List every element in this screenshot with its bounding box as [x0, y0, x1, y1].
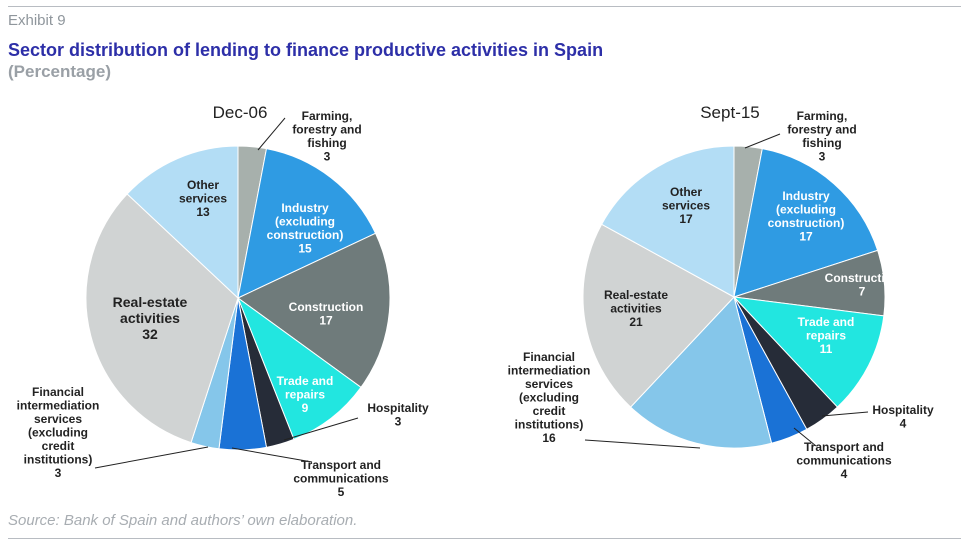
- slice-other-services: [601, 145, 735, 298]
- pie-chart-sept-15: Sept-15 Farming, forestry and fishing 3 Indus…: [508, 103, 934, 481]
- pie-title: Dec-06: [213, 103, 268, 122]
- chart-title: Sector distribution of lending to financ…: [8, 40, 604, 60]
- leader-line-hospitality: [283, 417, 359, 441]
- slice-construction: [237, 232, 391, 389]
- leader-line-transport-and-communications: [793, 427, 817, 447]
- label-financial-intermediation-services-excluding-credit-institutions: Financial intermediation services (excludin…: [17, 385, 100, 480]
- slice-real-estate-activities: [85, 193, 239, 444]
- label-transport-and-communications: Transport and communications 4: [796, 440, 892, 481]
- source-note: Source: Bank of Spain and authors’ own e…: [8, 512, 358, 529]
- slice-trade-and-repairs: [732, 296, 885, 408]
- label-industry-excluding-construction: Industry (excluding construction) 15: [267, 201, 344, 256]
- chart-subtitle: (Percentage): [8, 62, 111, 81]
- label-real-estate-activities: Real-estate activities 21: [604, 288, 668, 329]
- label-transport-and-communications: Transport and communications 5: [293, 458, 389, 499]
- label-real-estate-activities: Real-estate activities 32: [113, 294, 188, 342]
- label-hospitality: Hospitality 3: [367, 401, 429, 429]
- leader-line-farming-forestry-and-fishing: [744, 133, 781, 149]
- label-hospitality: Hospitality 4: [872, 403, 934, 431]
- label-trade-and-repairs: Trade and repairs 9: [277, 374, 334, 415]
- label-other-services: Other services 17: [662, 185, 710, 226]
- top-rule: [8, 6, 961, 7]
- label-trade-and-repairs: Trade and repairs 11: [798, 315, 855, 356]
- slice-industry-excluding-construction: [733, 148, 879, 298]
- label-industry-excluding-construction: Industry (excluding construction) 17: [768, 189, 845, 244]
- label-construction: Construction 17: [289, 300, 364, 328]
- slice-real-estate-activities: [582, 223, 735, 408]
- leader-line-hospitality: [821, 411, 869, 417]
- slice-industry-excluding-construction: [237, 148, 377, 299]
- label-other-services: Other services 13: [179, 178, 227, 219]
- label-construction: Construction 7: [825, 271, 900, 299]
- label-farming-forestry-and-fishing: Farming, forestry and fishing 3: [292, 109, 361, 164]
- pie-title: Sept-15: [700, 103, 760, 122]
- pie-chart-dec-06: Dec-06 Farming, forestry and fishing 3 Indust…: [17, 103, 429, 499]
- exhibit-label: Exhibit 9: [8, 12, 66, 29]
- leader-line-financial-intermediation-services-excluding-credit-institutions: [94, 446, 209, 469]
- label-farming-forestry-and-fishing: Farming, forestry and fishing 3: [787, 109, 856, 164]
- slice-financial-intermediation-services-excluding-credit-institutions: [629, 295, 773, 449]
- slice-other-services: [126, 145, 239, 300]
- slice-trade-and-repairs: [236, 296, 362, 440]
- leader-line-transport-and-communications: [231, 447, 313, 463]
- bottom-rule: [8, 538, 961, 539]
- leader-line-financial-intermediation-services-excluding-credit-institutions: [584, 439, 701, 449]
- leader-line-farming-forestry-and-fishing: [257, 117, 286, 151]
- label-financial-intermediation-services-excluding-credit-institutions: Financial intermediation services (excludin…: [508, 350, 591, 445]
